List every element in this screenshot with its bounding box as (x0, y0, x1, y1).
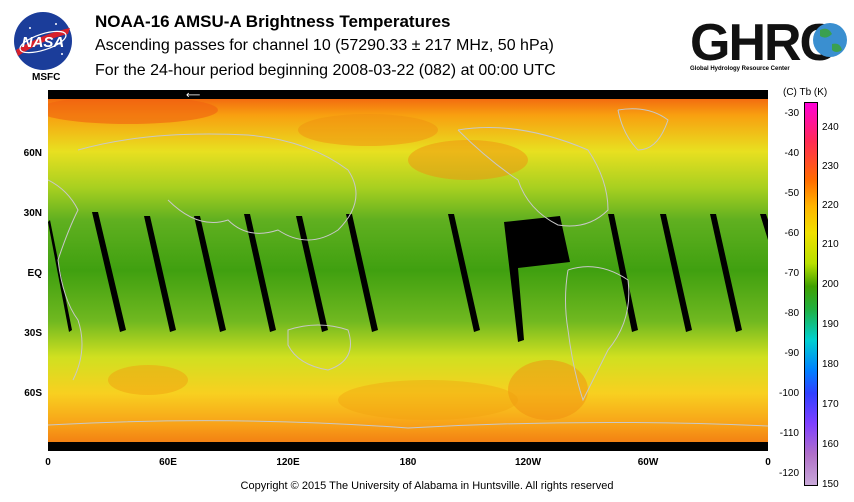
orbit-gap (48, 220, 72, 332)
colorbar-celsius-tick: -40 (784, 148, 799, 159)
coastline-europe-africa (47, 179, 83, 381)
orbit-gap (710, 214, 742, 332)
colorbar-celsius-tick: -90 (784, 348, 799, 359)
polar-gap-top (48, 90, 768, 99)
map-title: NOAA-16 AMSU-A Brightness Temperatures (95, 12, 451, 31)
colorbar-kelvin-tick: 160 (822, 439, 839, 450)
lat-label: 60S (24, 388, 42, 399)
orbit-gap (660, 214, 692, 332)
colorbar-celsius-tick: -100 (778, 388, 799, 399)
lat-label: 60N (23, 148, 42, 159)
orbit-gap (504, 216, 570, 342)
lon-label: 120W (514, 457, 542, 468)
colorbar-celsius-tick: -80 (784, 308, 799, 319)
colorbar-units: (C) Tb (K) (783, 87, 828, 98)
lon-label: 180 (399, 457, 417, 468)
colorbar (804, 102, 818, 486)
orbit-gaps (48, 212, 768, 342)
ghrc-subtitle: Global Hydrology Resource Center (690, 66, 790, 72)
colorbar-kelvin-tick: 240 (822, 122, 839, 133)
coastline-greenland (617, 108, 669, 151)
coastline-south-america (565, 266, 630, 402)
warm-patch (508, 360, 588, 420)
warm-patch (408, 140, 528, 180)
colorbar-celsius-tick: -110 (779, 428, 799, 439)
lon-label: 120E (276, 457, 300, 468)
lon-label: 0 (45, 457, 51, 468)
orbit-gap (296, 216, 328, 332)
copyright-notice: Copyright © 2015 The University of Alaba… (240, 480, 614, 492)
coastline-asia (77, 133, 357, 241)
colorbar-celsius-tick: -50 (784, 188, 799, 199)
colorbar-kelvin-tick: 210 (822, 239, 839, 250)
colorbar-kelvin-tick: 220 (822, 200, 839, 211)
warm-patch (338, 380, 518, 420)
warm-patch (298, 114, 438, 146)
coastline-antarctica (47, 420, 769, 429)
orbit-gap (448, 214, 480, 332)
colorbar-kelvin-tick: 180 (822, 359, 839, 370)
lon-label: 60W (637, 457, 659, 468)
orbit-gap (244, 214, 276, 332)
nasa-logo-text: NASA (22, 34, 65, 51)
orbit-gap (608, 214, 638, 332)
colorbar-kelvin-tick: 190 (822, 319, 839, 330)
colorbar-celsius-tick: -120 (778, 468, 799, 479)
polar-gap-bottom (48, 442, 768, 451)
map-subtitle-channel: Ascending passes for channel 10 (57290.3… (95, 37, 554, 54)
coastlines (47, 108, 769, 429)
orbit-gap (92, 212, 126, 332)
lon-label: 0 (765, 457, 771, 468)
coastline-north-america (457, 127, 609, 227)
brightness-temperature-map: ⟵ (38, 90, 769, 451)
ghrc-logo: GHRC (690, 6, 850, 84)
colorbar-kelvin-tick: 230 (822, 161, 839, 172)
map-subtitle-period: For the 24-hour period beginning 2008-03… (95, 62, 556, 79)
colorbar-kelvin-tick: 150 (822, 479, 839, 490)
msfc-label: MSFC (32, 72, 61, 83)
colorbar-celsius-tick: -70 (784, 268, 799, 279)
warm-patch (108, 365, 188, 395)
lat-label: EQ (27, 268, 42, 279)
colorbar-celsius-tick: -60 (784, 228, 799, 239)
orbit-gap (144, 216, 176, 332)
lat-label: 30N (23, 208, 42, 219)
orbit-gap (346, 214, 378, 332)
orbit-gap (760, 214, 768, 240)
nasa-logo: NASA (12, 10, 74, 82)
warm-patch (38, 96, 218, 124)
colorbar-kelvin-tick: 170 (822, 399, 839, 410)
coastline-australia (287, 324, 351, 371)
lon-label: 60E (159, 457, 177, 468)
colorbar-celsius-tick: -30 (784, 108, 799, 119)
lat-label: 30S (24, 328, 42, 339)
orbit-gap (194, 216, 226, 332)
colorbar-kelvin-tick: 200 (822, 279, 839, 290)
orbit-direction-arrow: ⟵ (186, 90, 200, 101)
